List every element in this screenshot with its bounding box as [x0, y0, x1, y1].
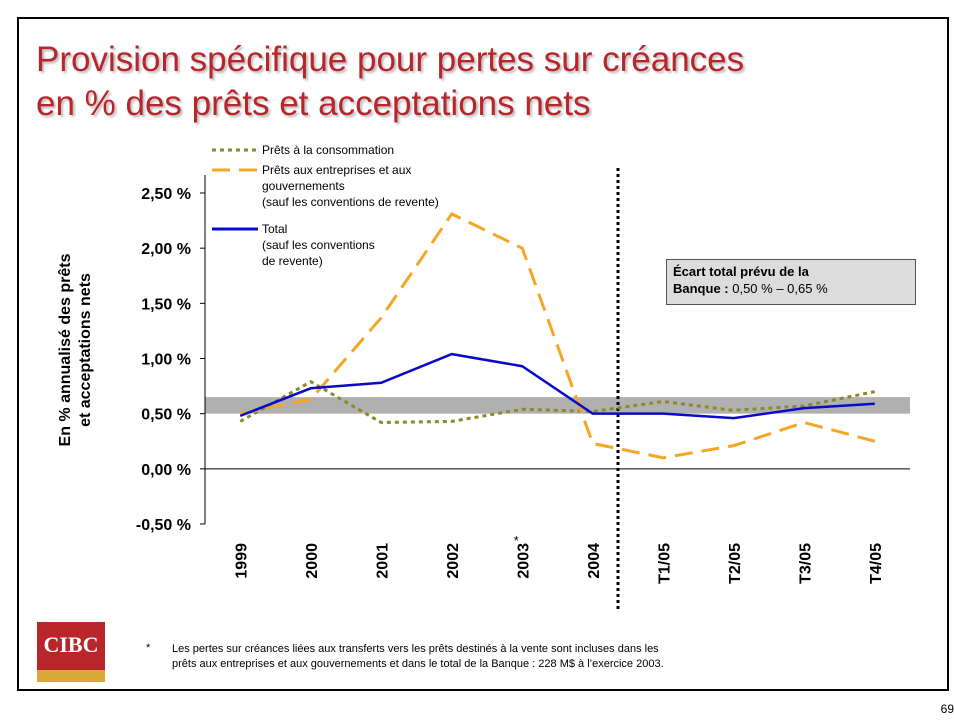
slide-title: Provision spécifique pour pertes sur cré…: [36, 40, 745, 123]
x-tick-label: 2002: [445, 543, 462, 579]
y-tick-label: 2,00 %: [141, 241, 191, 258]
y-tick-label: 0,50 %: [141, 407, 191, 424]
y-tick-label: 1,50 %: [141, 296, 191, 313]
y-tick-label: 0,00 %: [141, 462, 191, 479]
x-tick-label: T3/05: [797, 543, 814, 584]
target-band: [205, 397, 910, 414]
legend-label: Prêts aux entreprises et aux gouvernemen…: [262, 163, 439, 209]
series-line: [239, 352, 875, 420]
annotation-text: 0,50 % – 0,65 %: [728, 281, 828, 296]
annotation-bold: Écart total prévu de la Banque :: [673, 264, 809, 296]
x-tick-label: T2/05: [727, 543, 744, 584]
category-note: *: [514, 533, 519, 548]
slide-border: [17, 17, 949, 691]
x-tick-label: T1/05: [656, 543, 673, 584]
y-axis-label: et acceptations nets: [77, 273, 94, 427]
footnote: Les pertes sur créances liées aux transf…: [172, 643, 664, 670]
y-axis-label: En % annualisé des prêts: [57, 253, 74, 446]
y-tick-label: -0,50 %: [136, 517, 191, 534]
x-tick-label: 2004: [586, 543, 603, 579]
x-tick-label: 1999: [233, 543, 250, 579]
x-tick-label: 2003: [515, 543, 532, 579]
series-line: [239, 379, 876, 424]
annotation-box: Écart total prévu de la Banque : 0,50 % …: [666, 259, 916, 305]
footnote-mark: *: [146, 642, 151, 654]
logo: CIBC: [37, 622, 105, 682]
x-tick-label: 2000: [304, 543, 321, 579]
x-tick-label: 2001: [374, 543, 391, 579]
y-tick-label: 2,50 %: [141, 186, 191, 203]
series-line: [239, 212, 876, 460]
legend-label: Prêts à la consommation: [262, 143, 395, 157]
page-number: 69: [940, 702, 954, 716]
x-tick-label: T4/05: [868, 543, 885, 584]
legend-label: Total (sauf les conventions de revente): [262, 222, 375, 268]
y-tick-label: 1,00 %: [141, 352, 191, 369]
